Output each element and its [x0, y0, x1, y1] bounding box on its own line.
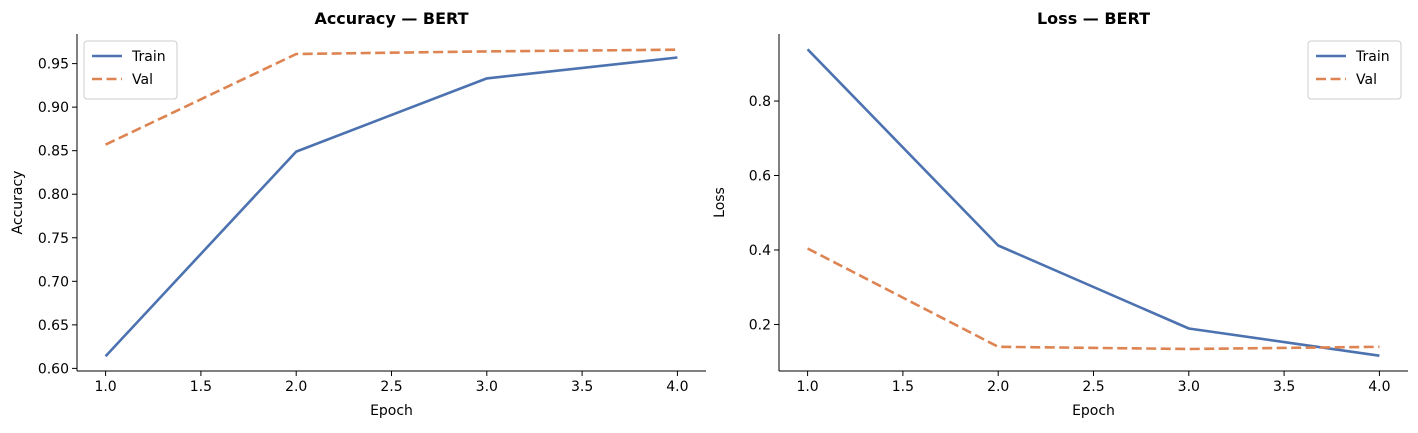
legend-label-train: Train	[1355, 49, 1390, 65]
x-tick-label: 2.0	[987, 379, 1009, 395]
chart-panel-loss: Loss — BERT 1.0 1.5 2.0 2.5 3.0 3.5 4.0 0.2 0.4 0.…	[712, 9, 1408, 419]
x-tick-label: 2.5	[1082, 379, 1104, 395]
chart-title: Accuracy — BERT	[314, 9, 468, 28]
x-tick-label: 1.5	[190, 379, 212, 395]
y-tick-label: 0.2	[749, 317, 771, 333]
series-line-train	[806, 48, 1380, 357]
y-tick-label: 0.85	[38, 144, 69, 160]
x-tick-label: 1.0	[94, 379, 116, 395]
y-tick-label: 0.80	[38, 187, 69, 203]
y-axis-label: Accuracy	[10, 171, 26, 235]
x-tick-label: 1.0	[796, 379, 818, 395]
legend-label-val: Val	[132, 72, 153, 88]
series-line-val	[807, 247, 1380, 351]
y-tick-label: 0.8	[749, 94, 771, 110]
y-tick-label: 0.65	[38, 318, 69, 334]
y-tick-label: 0.60	[38, 361, 69, 377]
x-tick-label: 4.0	[666, 379, 688, 395]
x-tick-label: 3.0	[1178, 379, 1200, 395]
legend: Train Val	[83, 40, 178, 100]
legend-label-val: Val	[1356, 72, 1377, 88]
y-tick-label: 0.90	[38, 100, 69, 116]
chart-title: Loss — BERT	[1037, 9, 1150, 28]
legend: Train Val	[1307, 40, 1402, 100]
x-tick-label: 1.5	[892, 379, 914, 395]
y-axis-label: Loss	[712, 187, 728, 218]
x-axis-label: Epoch	[370, 403, 413, 419]
y-tick-label: 0.4	[749, 243, 771, 259]
x-tick-label: 4.0	[1368, 379, 1390, 395]
series-line-train	[104, 56, 678, 358]
y-tick-label: 0.75	[38, 231, 69, 247]
x-tick-label: 2.0	[285, 379, 307, 395]
x-tick-label: 2.5	[380, 379, 402, 395]
x-tick-label: 3.5	[1273, 379, 1295, 395]
chart-panel-accuracy: Accuracy — BERT 1.0 1.5 2.0 2.5 3.0 3.5 4.0 0.60…	[10, 9, 706, 419]
y-tick-label: 0.70	[38, 274, 69, 290]
series-line-val	[105, 48, 678, 146]
x-tick-label: 3.0	[476, 379, 498, 395]
legend-label-train: Train	[131, 49, 166, 65]
x-tick-label: 3.5	[571, 379, 593, 395]
y-tick-label: 0.6	[749, 169, 771, 185]
x-axis-label: Epoch	[1072, 403, 1115, 419]
y-tick-label: 0.95	[38, 57, 69, 73]
